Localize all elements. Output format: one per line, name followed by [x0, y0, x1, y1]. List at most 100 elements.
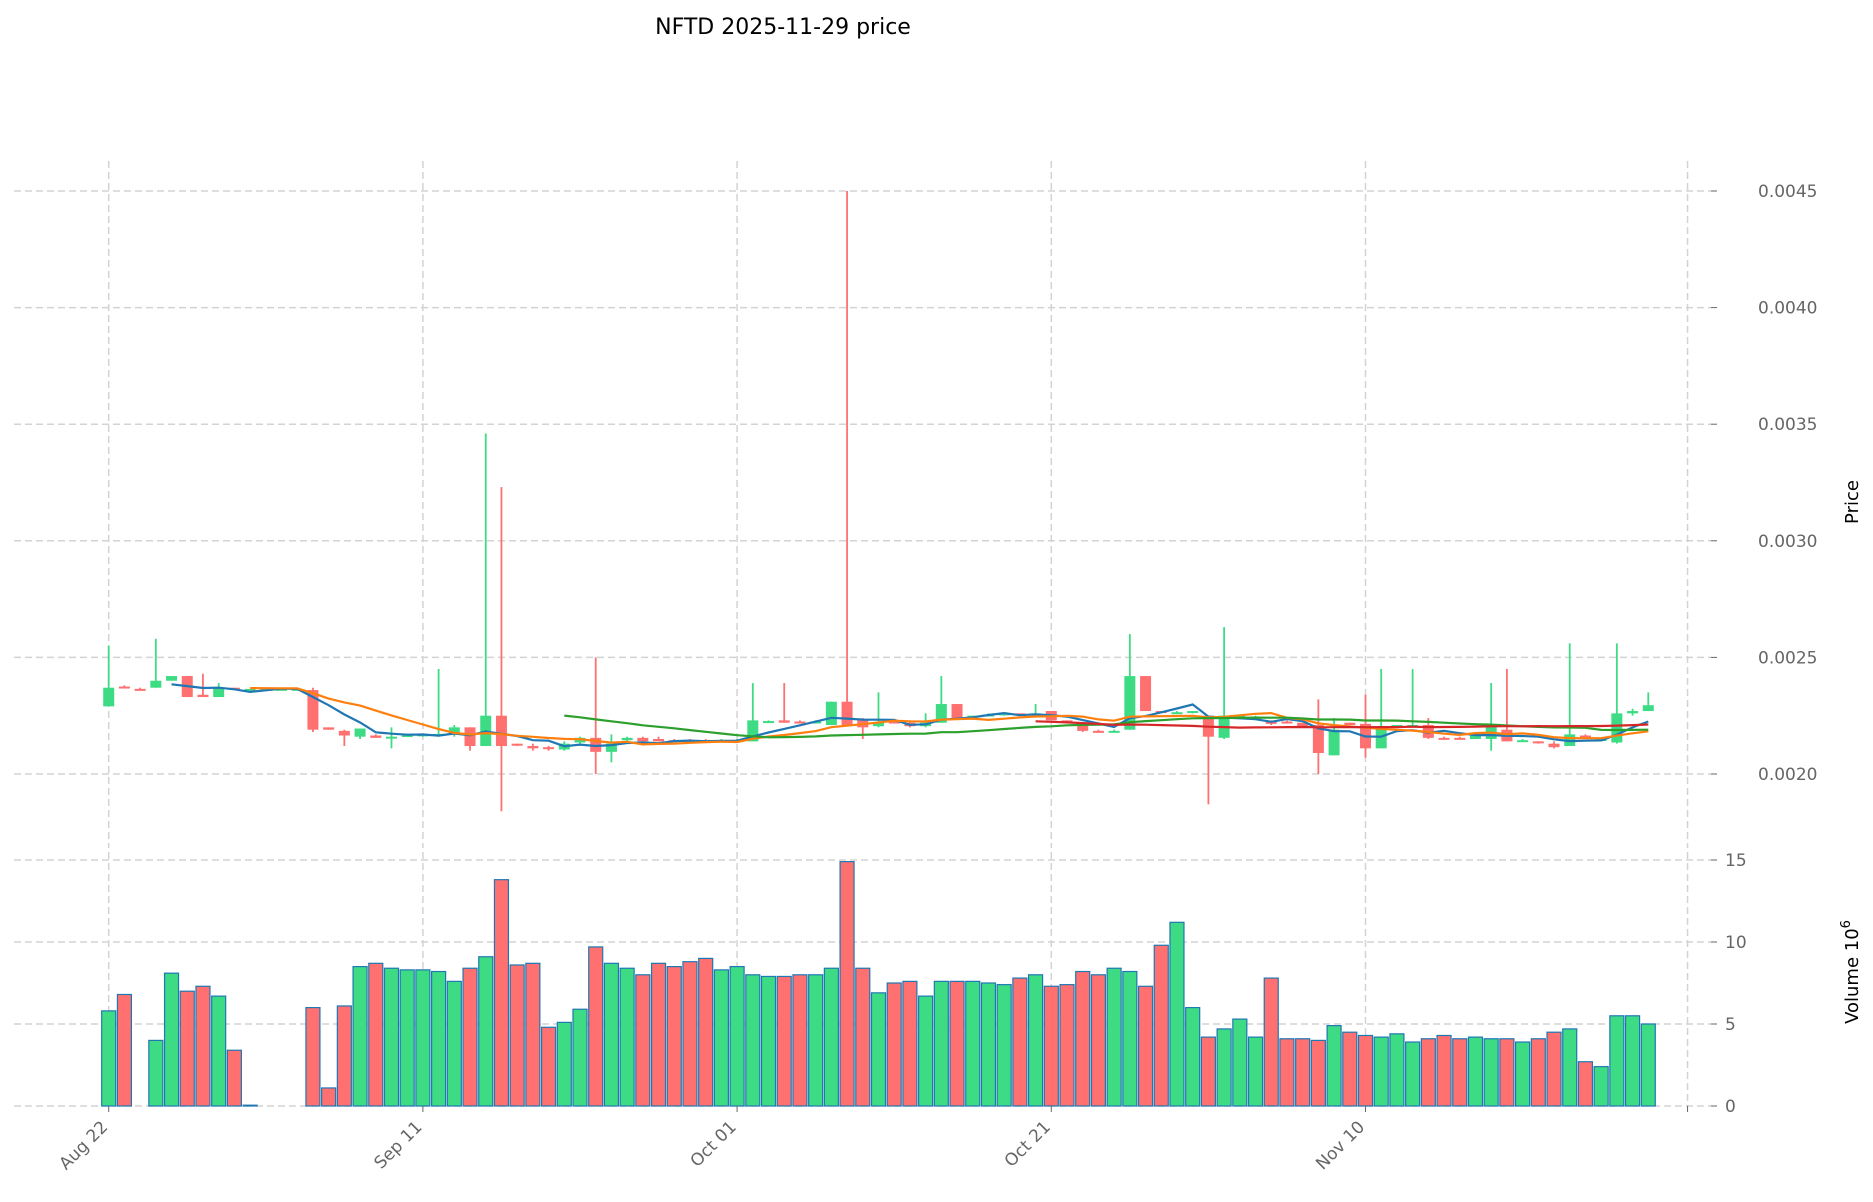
- candle-body: [1140, 676, 1152, 712]
- volume-bar: [855, 967, 871, 1107]
- volume-bar: [1137, 985, 1154, 1107]
- volume-bar: [525, 962, 541, 1107]
- volume-bar: [399, 969, 415, 1107]
- volume-bar: [556, 1021, 572, 1107]
- candle-body: [197, 694, 209, 698]
- volume-bar: [635, 974, 651, 1107]
- volume-bar: [493, 879, 510, 1107]
- volume-bar: [1295, 1038, 1311, 1107]
- x-tick-label: Oct 21: [1001, 1117, 1055, 1171]
- volume-bar: [870, 992, 887, 1107]
- candle-body: [998, 713, 1010, 716]
- volume-bar: [1090, 974, 1107, 1107]
- volume-bar: [713, 969, 729, 1107]
- volume-bar: [1200, 1036, 1217, 1107]
- volume-bar: [352, 965, 368, 1107]
- price-tick-label: 0.0040: [1758, 299, 1817, 319]
- volume-bar: [540, 1026, 557, 1107]
- candle-body: [307, 690, 319, 730]
- candle-body: [605, 743, 617, 752]
- price-tick-label: 0.0045: [1758, 182, 1817, 202]
- volume-bar: [1012, 977, 1028, 1107]
- candle-body: [511, 743, 523, 746]
- candle-body: [778, 720, 790, 723]
- volume-axis-label-exp: 6: [1839, 920, 1854, 928]
- volume-tick-label: 0: [1725, 1097, 1736, 1117]
- volume-bar: [1169, 921, 1185, 1107]
- volume-tick-label: 10: [1725, 933, 1747, 953]
- candle-body: [935, 704, 947, 723]
- candle-body: [543, 747, 555, 750]
- volume-bar: [776, 975, 792, 1107]
- candle-body: [637, 737, 649, 742]
- candle-body: [213, 687, 225, 698]
- candle-body: [244, 688, 256, 691]
- volume-bar: [918, 995, 934, 1107]
- volume-bar: [1059, 984, 1075, 1107]
- volume-bar: [1530, 1038, 1546, 1107]
- volume-bar: [1609, 1015, 1625, 1107]
- volume-bar: [808, 974, 824, 1107]
- volume-bar: [1577, 1061, 1594, 1107]
- volume-bar: [211, 995, 227, 1107]
- candle-body: [763, 721, 775, 724]
- volume-bar: [650, 962, 667, 1107]
- candle-body: [794, 721, 806, 724]
- volume-bar: [321, 1087, 337, 1107]
- volume-bar: [1106, 967, 1122, 1107]
- candle-body: [872, 722, 884, 727]
- volume-bar: [1405, 1041, 1421, 1107]
- volume-bar: [368, 962, 384, 1107]
- candle-body: [1312, 725, 1324, 754]
- volume-bar: [1452, 1038, 1468, 1107]
- volume-bar: [1514, 1041, 1531, 1107]
- candle-body: [448, 727, 460, 735]
- volume-tick-label: 15: [1725, 851, 1747, 871]
- volume-bar: [949, 980, 965, 1107]
- volume-bar: [383, 967, 400, 1107]
- volume-bar: [1153, 944, 1169, 1107]
- volume-bar: [446, 980, 462, 1107]
- volume-bar: [823, 967, 839, 1107]
- ma10-line: [250, 686, 1649, 746]
- volume-bar: [179, 990, 195, 1107]
- candle-body: [1375, 727, 1387, 749]
- price-tick-label: 0.0030: [1758, 532, 1817, 552]
- volume-bar: [415, 969, 431, 1107]
- volume-bar: [1499, 1038, 1515, 1107]
- grid-lines: [14, 161, 1711, 1107]
- candle-body: [495, 715, 507, 747]
- candle-body: [338, 730, 350, 736]
- volume-bar: [1624, 1015, 1641, 1107]
- volume-bar: [682, 961, 698, 1107]
- volume-bar: [431, 970, 447, 1107]
- volume-bar: [195, 985, 211, 1107]
- candle-body: [134, 688, 146, 691]
- volume-bar: [745, 974, 761, 1107]
- candle-body: [464, 727, 476, 747]
- candle-body: [323, 727, 335, 730]
- candle-body: [841, 701, 853, 726]
- volume-bar: [698, 957, 714, 1107]
- candle-body: [1548, 743, 1560, 748]
- volume-bar: [509, 964, 525, 1107]
- volume-bar: [1185, 1006, 1201, 1107]
- candle-body: [1171, 712, 1183, 715]
- volume-bar: [1483, 1038, 1499, 1107]
- candle-body: [1297, 722, 1309, 727]
- candle-body: [1454, 737, 1466, 740]
- candle-body: [1642, 705, 1654, 712]
- volume-bar: [1279, 1038, 1295, 1107]
- candle-body: [1281, 721, 1293, 724]
- price-axis-label: Price: [1842, 480, 1863, 524]
- moving-averages: [171, 683, 1649, 748]
- candle-body: [1438, 737, 1450, 740]
- volume-bar: [101, 1010, 117, 1107]
- x-tick-label: Nov 10: [1312, 1117, 1369, 1174]
- candle-body: [1108, 730, 1120, 733]
- volume-bar: [1640, 1023, 1656, 1107]
- volume-bar: [226, 1049, 242, 1107]
- volume-bar: [933, 980, 949, 1107]
- volume-bar: [1122, 970, 1138, 1107]
- candle-body: [1077, 722, 1089, 731]
